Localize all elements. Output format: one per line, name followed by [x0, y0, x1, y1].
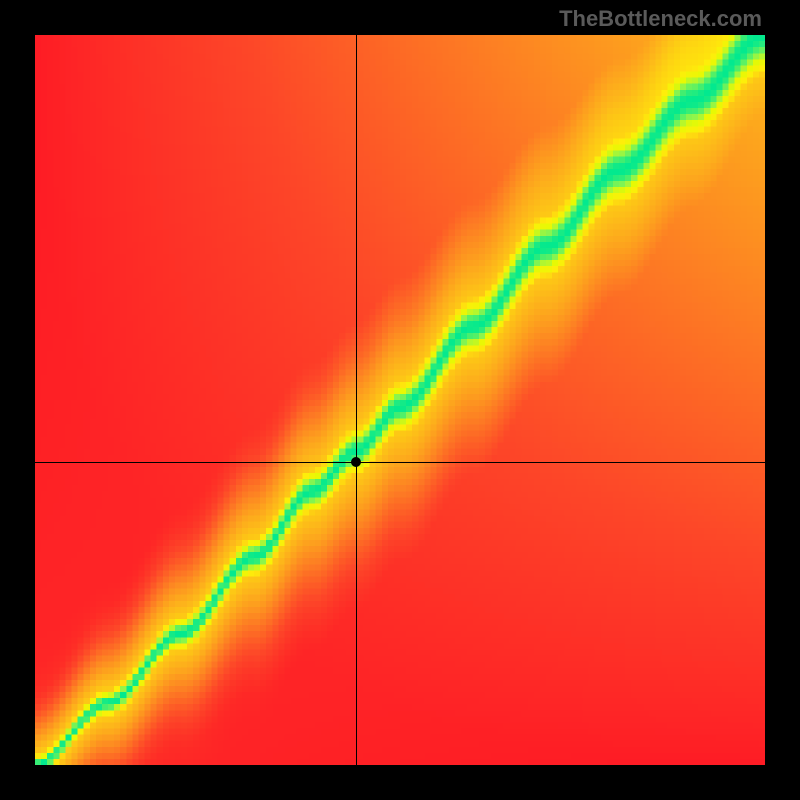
crosshair-marker	[351, 457, 361, 467]
plot-area	[35, 35, 765, 765]
branding-label: TheBottleneck.com	[559, 6, 762, 32]
crosshair-horizontal	[35, 462, 765, 463]
heatmap-canvas	[35, 35, 765, 765]
crosshair-vertical	[356, 35, 357, 765]
